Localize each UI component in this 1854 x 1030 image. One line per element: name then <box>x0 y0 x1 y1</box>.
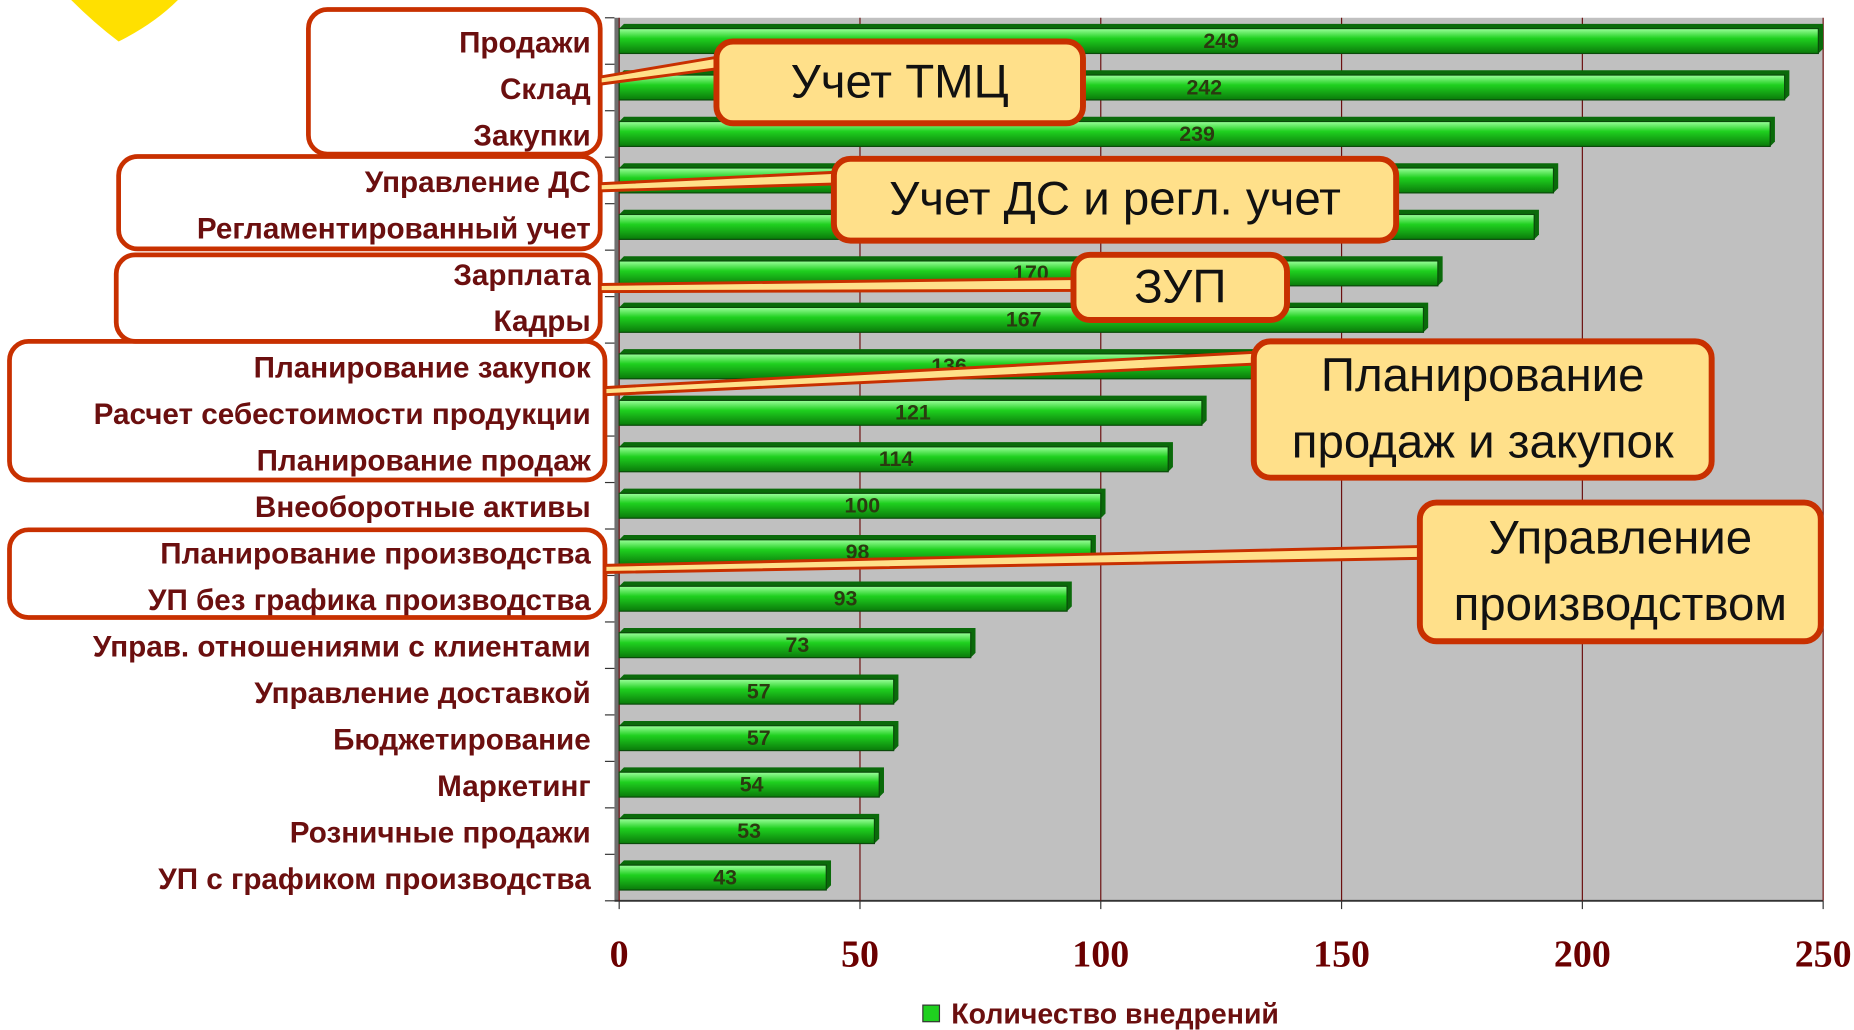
value-label: 73 <box>785 633 809 657</box>
callout-box <box>830 155 1400 244</box>
y-tick-label: УП без графика производства <box>148 584 591 617</box>
y-tick-label: Склад <box>500 73 591 106</box>
x-tick-label: 250 <box>1795 933 1852 975</box>
callout-text: Планирование <box>1321 349 1645 402</box>
bar <box>618 725 895 752</box>
callout-text: производством <box>1454 578 1787 631</box>
y-tick-label: Регламентированный учет <box>197 212 591 245</box>
callout-text: Учет ТМЦ <box>791 55 1009 108</box>
y-tick-label: Закупки <box>473 119 590 152</box>
callout-text: продаж и закупок <box>1292 416 1674 469</box>
x-tick-label: 100 <box>1072 933 1129 975</box>
value-label: 57 <box>747 726 771 750</box>
bar <box>618 306 1425 333</box>
bar <box>618 585 1068 612</box>
y-tick-label: Расчет себестоимости продукции <box>94 398 591 431</box>
y-tick-label: Планирование продаж <box>257 445 592 478</box>
value-label: 121 <box>895 401 931 425</box>
bar <box>618 446 1169 473</box>
bar <box>618 632 972 659</box>
callout-text: Учет ДС и регл. учет <box>889 173 1341 226</box>
callout-text: Управление <box>1488 512 1752 565</box>
x-tick-label: 150 <box>1313 933 1370 975</box>
y-tick-label: Бюджетирование <box>333 724 591 757</box>
callout-box <box>1070 251 1290 323</box>
y-tick-label: Маркетинг <box>437 770 591 803</box>
y-tick-label: Внеоборотные активы <box>255 491 591 524</box>
y-tick-label: Планирование закупок <box>254 352 591 385</box>
y-tick-label: Зарплата <box>453 259 591 292</box>
decoration <box>71 0 178 42</box>
y-tick-label: Управление ДС <box>365 166 591 199</box>
value-label: 249 <box>1203 29 1239 53</box>
callout-box <box>713 38 1086 127</box>
y-tick-label: Продажи <box>459 26 591 59</box>
y-tick-label: УП с графиком производства <box>158 863 591 896</box>
value-label: 57 <box>747 679 771 703</box>
bar <box>618 492 1102 519</box>
y-tick-label: Кадры <box>494 305 591 338</box>
bar <box>618 678 895 705</box>
value-label: 239 <box>1179 122 1215 146</box>
value-label: 43 <box>713 865 737 889</box>
callout-text: ЗУП <box>1134 260 1226 313</box>
y-tick-label: Планирование производства <box>160 538 591 571</box>
callouts: Учет ТМЦ Учет ДС и регл. учет ЗУП Планирова… <box>598 38 1824 645</box>
bar <box>618 399 1203 426</box>
label-group-box <box>7 338 608 483</box>
legend-label: Количество внедрений <box>951 998 1279 1030</box>
value-label: 167 <box>1006 308 1042 332</box>
y-tick-label: Управ. отношениями с клиентами <box>93 631 591 664</box>
value-label: 54 <box>740 772 764 796</box>
x-tick-label: 0 <box>610 933 629 975</box>
value-label: 242 <box>1186 75 1222 99</box>
value-label: 114 <box>879 447 914 471</box>
value-label: 100 <box>845 494 881 518</box>
label-group-box <box>116 154 603 252</box>
bar <box>618 771 880 798</box>
callout-box <box>1250 338 1715 481</box>
y-tick-label: Управление доставкой <box>254 677 590 710</box>
bar <box>618 864 827 891</box>
axis-wall <box>614 17 620 901</box>
legend-swatch <box>922 1004 941 1023</box>
value-label: 93 <box>834 587 858 611</box>
callout-box <box>1416 499 1824 645</box>
x-tick-label: 200 <box>1554 933 1611 975</box>
x-tick-label: 50 <box>841 933 879 975</box>
value-label: 53 <box>737 819 761 843</box>
bar <box>618 818 876 845</box>
y-tick-label: Розничные продажи <box>290 816 591 849</box>
